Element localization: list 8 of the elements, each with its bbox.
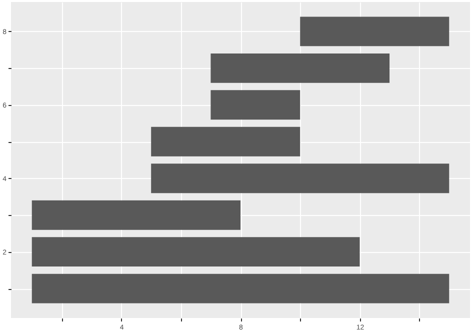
bar bbox=[32, 237, 360, 267]
bar bbox=[210, 53, 390, 83]
bar bbox=[32, 274, 450, 304]
bar bbox=[300, 16, 450, 46]
bar bbox=[151, 164, 450, 194]
bar bbox=[210, 90, 300, 120]
bar bbox=[151, 126, 300, 156]
bar bbox=[32, 200, 240, 230]
